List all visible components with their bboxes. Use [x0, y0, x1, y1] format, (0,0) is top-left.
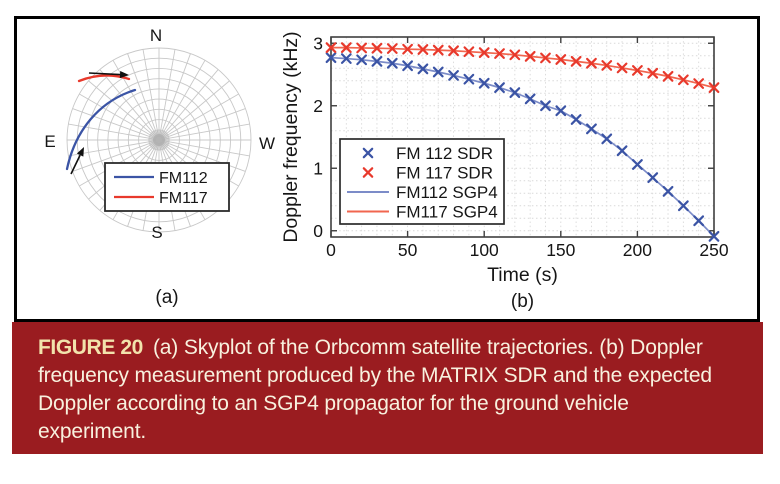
compass-north: N: [150, 26, 162, 45]
figure-panel: N E W S FM112 FM117 (a) 0 50 100 150 200 250 0 1 2 3 Tim…: [14, 16, 760, 322]
caption-text: FIGURE 20 (a) Skyplot of the Orbcomm sate…: [38, 334, 737, 446]
legend-label-fm112: FM112: [159, 170, 208, 187]
center-blob: [156, 137, 162, 143]
azimuth-spoke: [161, 108, 246, 140]
direction-arrow-1-shaft: [88, 72, 121, 76]
azimuth-spoke: [161, 93, 239, 139]
azimuth-spoke: [159, 53, 191, 138]
skyplot-legend: FM112 FM117: [104, 162, 230, 212]
direction-arrow-1-head: [119, 70, 129, 79]
azimuth-spoke: [72, 140, 157, 172]
azimuth-spoke: [161, 140, 246, 172]
azimuth-spoke: [99, 69, 158, 138]
azimuth-spoke: [79, 93, 157, 139]
skyplot-sublabel: (a): [155, 287, 178, 308]
azimuth-spoke: [160, 60, 206, 138]
azimuth-spoke: [142, 49, 159, 138]
direction-arrow-2-shaft: [70, 154, 81, 175]
direction-arrow-2-head: [76, 147, 84, 157]
azimuth-spoke: [88, 80, 157, 139]
skyplot: N E W S FM112 FM117 (a): [44, 26, 275, 308]
azimuth-spoke: [72, 108, 157, 140]
caption-body: (a) Skyplot of the Orbcomm satellite tra…: [38, 336, 712, 443]
compass-west: W: [259, 134, 275, 153]
trajectory-fm117: [77, 74, 131, 83]
caption-figure-label: FIGURE 20: [38, 336, 143, 359]
skyplot-group: N E W S FM112 FM117 (a): [44, 26, 275, 308]
azimuth-spoke: [161, 80, 230, 139]
compass-east: E: [44, 132, 55, 151]
trajectory-fm112: [65, 88, 137, 171]
azimuth-spoke: [161, 140, 250, 157]
azimuth-spoke: [159, 49, 176, 138]
compass-south: S: [151, 223, 162, 242]
skyplot-legend-box: [104, 162, 230, 212]
figure-caption: FIGURE 20 (a) Skyplot of the Orbcomm sate…: [12, 322, 763, 454]
azimuth-spoke: [161, 123, 250, 140]
azimuth-spoke: [68, 123, 157, 140]
legend-label-fm117: FM117: [159, 190, 208, 207]
azimuth-spoke: [160, 69, 219, 138]
azimuth-spoke: [127, 53, 159, 138]
